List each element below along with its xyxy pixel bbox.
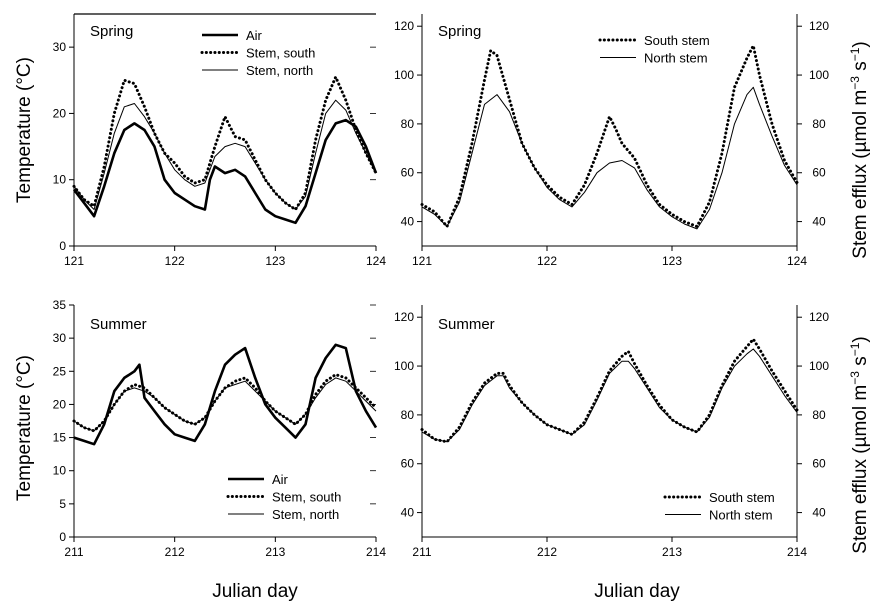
- summer-efflux-x-tick-label: 212: [537, 545, 557, 559]
- summer-temperature-series-thin-line: [73, 377, 377, 432]
- xlabel-left: Julian day: [212, 581, 298, 602]
- summer-efflux-x-tick-label: 211: [412, 545, 431, 559]
- spring-temperature-y-tick-label: 0: [59, 239, 66, 253]
- summer-temperature-x-tick-label: 213: [265, 545, 285, 559]
- spring-temperature-legend-label-thick: Air: [246, 28, 263, 43]
- right-ylabel-bottom-mid: s: [850, 356, 871, 371]
- spring-efflux-y-tick-label: 60: [401, 166, 415, 180]
- spring-efflux-y-tick-label: 80: [401, 117, 415, 131]
- spring-efflux-y-tick-label-right: 100: [809, 68, 829, 82]
- summer-efflux-y-tick-label: 60: [401, 457, 415, 471]
- summer-temperature-x-tick-label: 211: [64, 545, 83, 559]
- summer-temperature-y-tick-label: 35: [53, 298, 67, 312]
- spring-efflux-series-thin-line: [421, 86, 798, 230]
- right-ylabel-top-sup2: −1: [848, 47, 862, 61]
- right-ylabel-bottom-suffix: ): [850, 336, 871, 342]
- right-ylabel-top-sup1: −3: [848, 76, 862, 90]
- spring-efflux-series-dotted-line: [420, 44, 799, 228]
- summer-temperature-legend-label-dotted: Stem, south: [272, 490, 341, 505]
- summer-efflux-y-tick-label: 80: [401, 408, 415, 422]
- summer-temperature-y-tick-label: 25: [53, 364, 67, 378]
- summer-temperature-y-tick-label: 15: [53, 431, 67, 445]
- summer-temperature-x-tick-label: 212: [165, 545, 185, 559]
- spring-temperature-series-thick-line: [72, 118, 378, 225]
- spring-temperature-panel: 0 10 20 30 121 122 123 124 Spring Air Stem, south S…: [53, 13, 386, 268]
- spring-efflux-x-tick-label: 124: [787, 254, 807, 268]
- right-ylabel-top-prefix: Stem efflux (µmol m: [850, 90, 871, 259]
- spring-efflux-panel-label: Spring: [438, 23, 481, 40]
- summer-efflux-legend-label-thin: North stem: [709, 508, 773, 523]
- spring-temperature-x-tick-label: 123: [265, 254, 285, 268]
- summer-temperature-x-tick-label: 214: [366, 545, 386, 559]
- summer-temperature-legend-label-thin: Stem, north: [272, 507, 339, 522]
- spring-temperature-y-tick-label: 10: [53, 173, 67, 187]
- panels: 0 10 20 30 121 122 123 124 Spring Air Stem, south S…: [53, 13, 829, 559]
- summer-efflux-x-tick-label: 213: [662, 545, 682, 559]
- spring-temperature-legend-label-dotted: Stem, south: [246, 46, 315, 61]
- summer-temperature-legend-label-thick: Air: [272, 472, 289, 487]
- summer-temperature-panel-label: Summer: [90, 316, 147, 333]
- summer-efflux-y-tick-label-right: 40: [812, 506, 826, 520]
- spring-efflux-y-tick-label-right: 120: [809, 19, 829, 33]
- spring-temperature-x-tick-label: 121: [64, 254, 84, 268]
- spring-temperature-series-dotted-line: [72, 75, 378, 211]
- summer-temperature-y-tick-label: 10: [53, 464, 67, 478]
- spring-temperature-series-thin-line: [73, 99, 377, 210]
- spring-efflux-y-tick-label: 40: [401, 215, 415, 229]
- spring-temperature-y-tick-label: 20: [53, 106, 67, 120]
- spring-temperature-x-tick-label: 122: [165, 254, 185, 268]
- spring-temperature-x-tick-label: 124: [366, 254, 386, 268]
- spring-efflux-x-tick-label: 122: [537, 254, 557, 268]
- spring-temperature-y-tick-label: 30: [53, 40, 67, 54]
- spring-efflux-y-tick-label: 100: [394, 68, 414, 82]
- left-ylabel-bottom: Temperature (°C): [14, 355, 35, 501]
- summer-temperature-panel: 0 5 10 15 20 25 30 35 211 212 213 214 Summer Air Stem,…: [53, 298, 387, 559]
- spring-efflux-panel: 40 40 60 60 80 80 100 100 120 120 121 122 123 124 Spri…: [394, 14, 829, 268]
- right-ylabel-top-mid: s: [850, 61, 871, 76]
- summer-temperature-y-tick-label: 0: [59, 530, 66, 544]
- right-ylabel-bottom-sup2: −1: [848, 342, 862, 356]
- summer-temperature-y-tick-label: 5: [59, 497, 66, 511]
- summer-efflux-series-dotted-line: [420, 337, 799, 444]
- summer-efflux-y-tick-label: 100: [394, 359, 414, 373]
- summer-efflux-x-tick-label: 214: [787, 545, 807, 559]
- right-ylabel-bottom: Stem efflux (µmol m−3 s−1): [848, 336, 871, 553]
- spring-efflux-x-tick-label: 121: [412, 254, 432, 268]
- summer-temperature-y-tick-label: 20: [53, 397, 67, 411]
- summer-temperature-series-thick-line: [73, 343, 378, 446]
- spring-efflux-y-tick-label-right: 40: [812, 215, 826, 229]
- summer-efflux-panel-label: Summer: [438, 316, 495, 333]
- spring-temperature-panel-label: Spring: [90, 23, 133, 40]
- summer-efflux-y-tick-label-right: 120: [809, 310, 829, 324]
- xlabel-right: Julian day: [594, 581, 680, 602]
- summer-efflux-y-tick-label: 120: [394, 310, 414, 324]
- right-ylabel-bottom-sup1: −3: [848, 371, 862, 385]
- right-ylabel-top: Stem efflux (µmol m−3 s−1): [848, 41, 871, 258]
- left-ylabel-top: Temperature (°C): [14, 57, 35, 203]
- summer-efflux-panel: 40 40 60 60 80 80 100 100 120 120 211 212 213 214 Summ…: [394, 305, 829, 559]
- summer-efflux-y-tick-label-right: 100: [809, 359, 829, 373]
- spring-efflux-y-tick-label-right: 80: [812, 117, 826, 131]
- summer-temperature-y-tick-label: 30: [53, 331, 67, 345]
- summer-efflux-y-tick-label-right: 80: [812, 408, 826, 422]
- right-ylabel-bottom-prefix: Stem efflux (µmol m: [850, 385, 871, 554]
- summer-efflux-series-thin-line: [421, 348, 798, 443]
- summer-efflux-y-tick-label: 40: [401, 506, 415, 520]
- spring-efflux-legend-label-thin: North stem: [644, 51, 708, 66]
- spring-efflux-y-tick-label: 120: [394, 19, 414, 33]
- right-ylabel-top-suffix: ): [850, 41, 871, 47]
- summer-efflux-y-tick-label-right: 60: [812, 457, 826, 471]
- spring-efflux-y-tick-label-right: 60: [812, 166, 826, 180]
- spring-efflux-x-tick-label: 123: [662, 254, 682, 268]
- spring-temperature-legend-label-thin: Stem, north: [246, 63, 313, 78]
- spring-efflux-legend-label-dotted: South stem: [644, 33, 710, 48]
- summer-efflux-legend-label-dotted: South stem: [709, 490, 775, 505]
